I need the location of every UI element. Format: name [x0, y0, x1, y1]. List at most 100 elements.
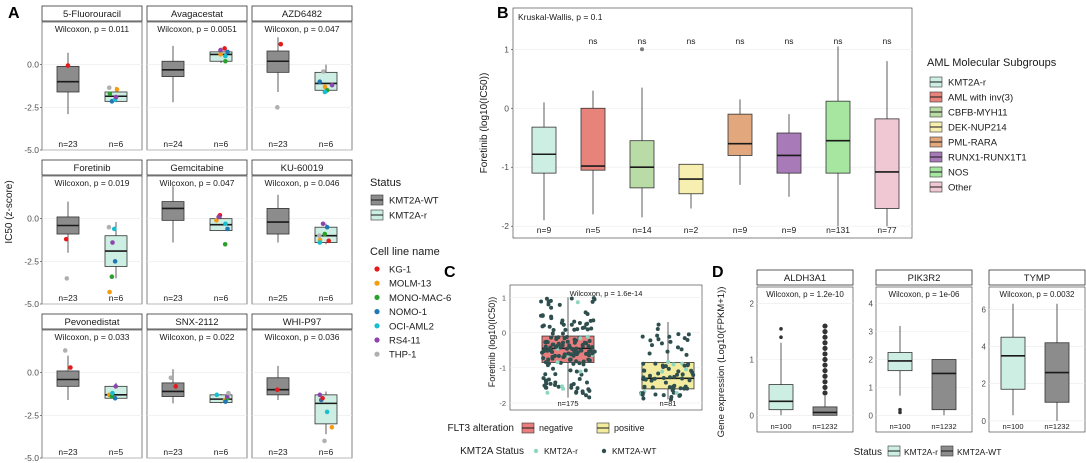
- facet-title: Gemcitabine: [170, 163, 223, 174]
- legend-dot-rs4-11: [374, 337, 380, 343]
- n-label: n=100: [770, 422, 791, 431]
- facet-strip: [251, 159, 353, 176]
- cell-line-point-rs4-11: [216, 214, 221, 220]
- sample-point: [561, 355, 566, 360]
- sample-point: [647, 351, 652, 356]
- sample-point: [556, 384, 561, 389]
- cell-line-point-rs4-11: [329, 82, 335, 88]
- sample-point: [555, 360, 560, 365]
- facet-title: 5-Fluorouracil: [63, 9, 121, 20]
- facet-strip: [988, 269, 1086, 286]
- panel-letter-a: A: [8, 5, 20, 22]
- legend-label: CBFB-MYH11: [948, 108, 1007, 119]
- panel-b: Foretinib (log10(IC50)) 1 0 -1 -2 Kruskal-Wal…: [479, 7, 1057, 239]
- sample-point: [583, 310, 588, 315]
- sample-point: [553, 372, 558, 377]
- kmt2a-wt-box: [931, 359, 957, 411]
- y-tick-label: 3: [869, 328, 874, 337]
- outlier-point: [822, 362, 828, 368]
- cell-line-point-rs4-11: [113, 384, 119, 389]
- cell-line-point-thp-1: [321, 69, 326, 74]
- sample-point: [569, 296, 574, 301]
- sample-point: [660, 363, 665, 368]
- panel-d-y-axis-title: Gene expression (Log10(FPKM+1)): [716, 287, 727, 438]
- sample-point: [666, 360, 671, 365]
- cell-line-point-thp-1: [64, 276, 70, 281]
- y-tick-label: 2: [750, 300, 755, 309]
- sample-point: [560, 331, 565, 336]
- cell-line-point-oci-aml2: [324, 409, 330, 415]
- sample-point: [667, 375, 672, 380]
- sample-point: [679, 347, 684, 352]
- sample-point: [543, 344, 548, 349]
- sample-point: [685, 363, 690, 368]
- legend-label-mono-mac-6: MONO-MAC-6: [389, 293, 451, 304]
- sample-point: [580, 390, 585, 395]
- sample-point: [550, 331, 555, 336]
- sample-point: [545, 348, 550, 353]
- sample-point: [668, 397, 673, 402]
- cell-line-point-thp-1: [317, 233, 322, 239]
- sample-point: [577, 320, 582, 325]
- n-label: n=23: [268, 447, 287, 457]
- facet-tymp: TYMP 6 4 2 0 Wilcoxon, p = 0.0032 n=100 n=1232: [982, 269, 1086, 433]
- y-tick-label: 4: [982, 342, 987, 351]
- sample-point: [665, 349, 670, 354]
- sample-point: [656, 322, 661, 327]
- sample-point: [574, 359, 579, 364]
- n-label: n=23: [163, 293, 182, 303]
- cell-line-point-nomo-1: [317, 79, 323, 85]
- sample-point: [560, 340, 565, 345]
- legend-label-negative: negative: [539, 423, 573, 433]
- legend-dot-mono-mac-6: [374, 294, 380, 300]
- cell-line-point-rs4-11: [110, 240, 115, 245]
- legend-status-title: Status: [370, 177, 402, 189]
- kmt2a-wt-box: [161, 382, 185, 397]
- cell-line-point-nomo-1: [112, 259, 118, 264]
- sample-point: [572, 350, 577, 355]
- n-label: n=14: [632, 225, 651, 235]
- y-tick-label: 2: [982, 380, 987, 389]
- cell-line-point-kg-1: [278, 41, 284, 47]
- panel-b-kruskal-annotation: Kruskal-Wallis, p = 0.1: [518, 12, 603, 22]
- sample-point: [685, 386, 690, 391]
- sample-point: [558, 345, 563, 350]
- sample-point: [568, 358, 573, 363]
- sample-point: [557, 302, 562, 307]
- panel-d-legend-title: Status: [854, 447, 882, 458]
- kmt2a-r-box: [1000, 336, 1026, 390]
- y-tick-label: -5.0: [24, 299, 39, 309]
- sample-point: [556, 353, 561, 358]
- cell-line-point-oci-aml2: [223, 221, 228, 227]
- panel-c-y-axis-title: Foretinib (log10(IC50)): [487, 297, 497, 388]
- outlier-point: [822, 323, 828, 329]
- sample-point: [551, 328, 556, 333]
- outlier-point: [822, 373, 828, 379]
- y-tick-label: 1: [869, 383, 874, 392]
- sample-point: [682, 386, 687, 391]
- sample-point: [676, 332, 681, 337]
- y-tick-label: 0.0: [27, 368, 39, 378]
- legend-dot-molm-13: [374, 280, 380, 286]
- y-tick-label: 1: [502, 293, 506, 302]
- sample-point: [572, 340, 577, 345]
- sample-point: [546, 302, 551, 307]
- significance-label: ns: [736, 36, 745, 46]
- legend-label-molm-13: MOLM-13: [389, 279, 431, 290]
- y-tick-label: -2: [501, 221, 509, 231]
- legend-label-nomo-1: NOMO-1: [389, 307, 427, 318]
- sample-point: [559, 320, 564, 325]
- sample-point: [554, 344, 559, 349]
- legend-label-kg-1: KG-1: [389, 265, 411, 276]
- facet-title: Avagacestat: [171, 9, 223, 20]
- sample-point: [543, 340, 548, 345]
- kmt2a-wt-box: [56, 370, 80, 387]
- facet-pvalue: Wilcoxon, p = 0.046: [265, 178, 340, 188]
- sample-point: [577, 361, 582, 366]
- sample-point: [562, 336, 567, 341]
- legend-label-kmt2a-wt: KMT2A-WT: [957, 447, 1001, 457]
- n-label: n=23: [268, 139, 287, 149]
- sample-point: [541, 356, 546, 361]
- panel-b-legend-title: AML Molecular Subgroups: [927, 57, 1057, 69]
